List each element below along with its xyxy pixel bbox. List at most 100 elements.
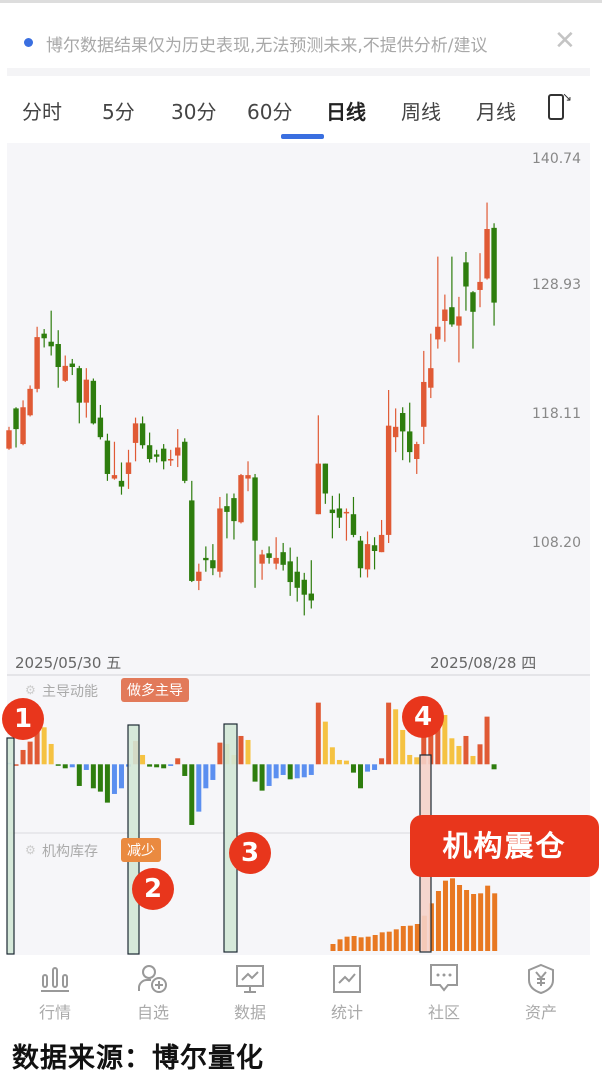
tab-monthly[interactable]: 月线 xyxy=(476,100,516,124)
nav-watchlist[interactable]: 自选 xyxy=(113,962,193,1023)
momentum-bar xyxy=(294,764,300,779)
inventory-bar xyxy=(414,924,420,951)
momentum-bar xyxy=(393,709,399,765)
momentum-bar xyxy=(147,764,153,767)
candle-body xyxy=(217,508,223,572)
momentum-bar xyxy=(280,764,286,775)
candle-body xyxy=(343,511,350,514)
momentum-bar xyxy=(189,764,195,825)
momentum-bar xyxy=(140,754,146,765)
momentum-bar xyxy=(322,721,328,765)
candle-body xyxy=(146,445,153,460)
candle-body xyxy=(385,425,392,535)
inventory-bar xyxy=(372,935,378,951)
momentum-bar xyxy=(62,764,68,769)
candle-body xyxy=(280,552,286,565)
candle-body xyxy=(322,463,329,494)
candle-body xyxy=(273,557,279,564)
close-icon[interactable]: ✕ xyxy=(554,26,576,56)
nav-label: 社区 xyxy=(427,1003,460,1022)
tab-daily[interactable]: 日线 xyxy=(326,100,366,124)
momentum-bar xyxy=(161,764,167,769)
tab-intraday[interactable]: 分时 xyxy=(22,100,62,124)
momentum-bar xyxy=(259,764,265,791)
momentum-bar xyxy=(245,739,251,765)
inventory-bar xyxy=(471,894,477,951)
candle-body xyxy=(41,333,47,339)
settings-gear-icon[interactable]: ⚙ xyxy=(25,683,36,697)
momentum-bar xyxy=(365,764,371,772)
monitor-chart-icon xyxy=(210,962,290,996)
inventory-bar xyxy=(478,893,484,951)
candle-body xyxy=(463,262,469,287)
candle-body xyxy=(392,426,399,438)
candle-body xyxy=(160,448,167,462)
momentum-bar xyxy=(41,727,47,765)
inventory-bar xyxy=(400,926,406,951)
momentum-bar xyxy=(76,764,82,786)
inventory-bar xyxy=(442,880,448,951)
stock-chart[interactable] xyxy=(0,0,602,960)
candle-body xyxy=(336,508,343,518)
nav-community[interactable]: 社区 xyxy=(404,962,484,1023)
nav-stats[interactable]: 统计 xyxy=(307,962,387,1023)
tab-60min[interactable]: 60分 xyxy=(247,100,293,124)
nav-data[interactable]: 数据 xyxy=(210,962,290,1023)
candle-body xyxy=(407,431,413,453)
momentum-bar xyxy=(491,764,497,770)
momentum-bar xyxy=(210,764,216,780)
candle-body xyxy=(357,540,364,569)
rotate-screen-icon[interactable] xyxy=(548,94,564,120)
candle-body xyxy=(266,553,272,558)
candle-body xyxy=(301,579,307,595)
inventory-bar xyxy=(450,878,456,951)
marker-1: 1 xyxy=(2,698,44,740)
candle-body xyxy=(414,444,420,460)
candle-body xyxy=(371,545,378,552)
candle-body xyxy=(378,534,385,553)
period-tabs: 分时 5分 30分 60分 日线 周线 月线 xyxy=(0,84,602,140)
nav-market[interactable]: 行情 xyxy=(15,962,95,1023)
start-date: 2025/05/30 五 xyxy=(15,654,122,672)
candle-body xyxy=(97,417,104,438)
momentum-bar xyxy=(449,738,455,765)
momentum-bar xyxy=(407,754,413,765)
momentum-bar xyxy=(203,764,209,789)
tab-weekly[interactable]: 周线 xyxy=(401,100,441,124)
candlestick-series xyxy=(6,202,497,616)
candle-body xyxy=(456,316,462,326)
momentum-bar xyxy=(196,764,202,812)
momentum-bar xyxy=(182,764,188,776)
tab-30min[interactable]: 30分 xyxy=(171,100,217,124)
momentum-bar xyxy=(315,702,321,765)
momentum-bar xyxy=(308,764,314,775)
momentum-bar xyxy=(175,758,181,765)
bullet-dot-icon xyxy=(24,38,33,47)
candle-body xyxy=(13,408,19,430)
candle-body xyxy=(83,379,90,403)
settings-gear-icon[interactable]: ⚙ xyxy=(25,843,36,857)
momentum-bar xyxy=(329,747,335,765)
candle-body xyxy=(182,441,188,481)
momentum-bar xyxy=(13,764,19,766)
inventory-bar xyxy=(358,937,364,951)
candle-body xyxy=(329,509,336,514)
nav-label: 统计 xyxy=(330,1003,363,1022)
momentum-title: 主导动能 xyxy=(42,684,98,700)
marker-3: 3 xyxy=(229,832,271,874)
nav-label: 资产 xyxy=(524,1003,557,1022)
momentum-bar xyxy=(266,764,272,786)
candle-body xyxy=(55,344,61,368)
candle-body xyxy=(196,571,202,581)
nav-assets[interactable]: 资产 xyxy=(501,962,581,1023)
marker-4: 4 xyxy=(402,696,444,738)
marker-2: 2 xyxy=(132,868,174,910)
inventory-badge: 减少 xyxy=(121,838,161,862)
momentum-bar xyxy=(484,716,490,765)
inventory-bar xyxy=(407,925,413,951)
momentum-bar xyxy=(238,735,244,765)
inventory-bar xyxy=(365,936,371,951)
momentum-bar xyxy=(27,741,33,765)
candle-body xyxy=(287,561,293,583)
tab-5min[interactable]: 5分 xyxy=(102,100,135,124)
